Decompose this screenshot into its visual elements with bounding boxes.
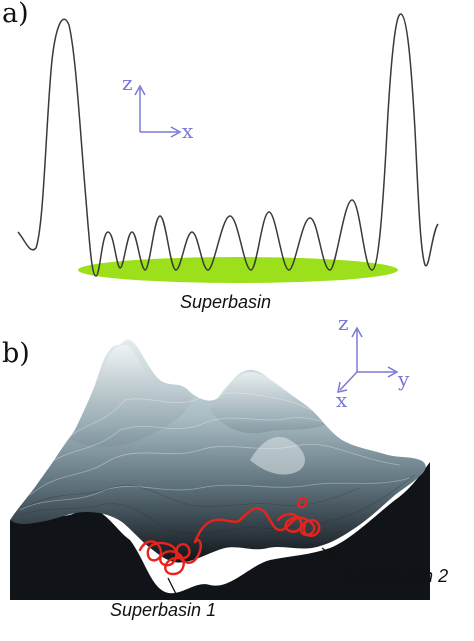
superbasin-2-pointer (321, 547, 346, 566)
superbasin-ellipse (78, 257, 398, 283)
axis-label-x-b: x (336, 388, 348, 412)
superbasin-1-pointer (167, 577, 179, 599)
trajectory (138, 496, 321, 576)
energy-surface (10, 339, 430, 600)
panel-a: a) z x Superbasin (2, 0, 439, 312)
energy-curve (17, 13, 439, 277)
axis-label-y-b: y (397, 367, 410, 391)
axes-indicator-a (134, 84, 182, 138)
panel-b-letter: b) (2, 338, 30, 369)
superbasin-label: Superbasin (180, 292, 271, 312)
panel-a-letter: a) (2, 0, 29, 29)
superbasin-2-label: Superbasin 2 (342, 566, 448, 586)
axis-label-z-b: z (338, 311, 349, 335)
axis-label-x-a: x (182, 119, 194, 143)
axis-label-z-a: z (122, 71, 133, 95)
superbasin-1-label: Superbasin 1 (110, 600, 216, 620)
panel-b: b) (2, 311, 448, 620)
axes-indicator-b (337, 326, 399, 393)
